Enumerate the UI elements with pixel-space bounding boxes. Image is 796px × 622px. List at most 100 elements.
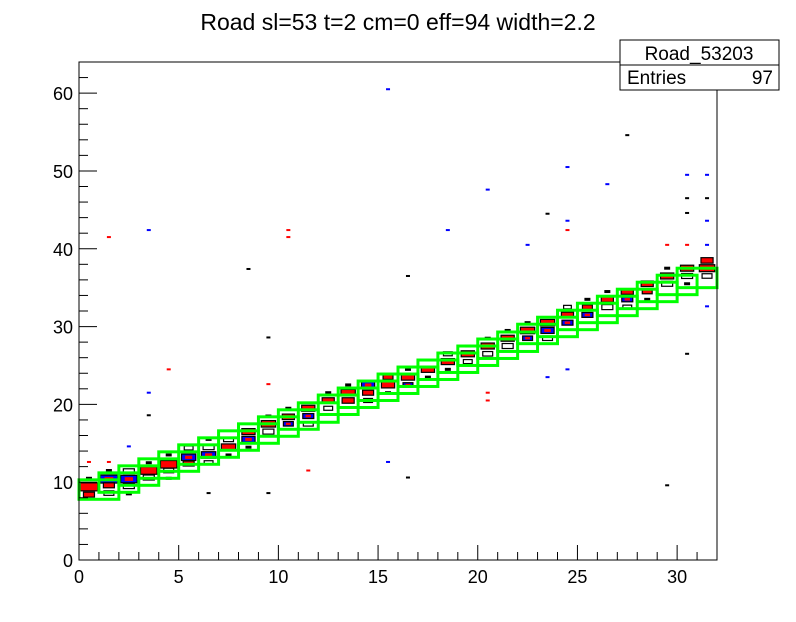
outlier-point (665, 243, 670, 246)
outlier-point (445, 229, 450, 232)
cell-inner-red (525, 337, 531, 340)
cell-dot (504, 328, 511, 332)
cell-open (701, 273, 713, 279)
cell-open (183, 445, 194, 451)
cell-dot (105, 469, 112, 473)
outlier-point (405, 274, 410, 277)
outlier-point (106, 236, 111, 239)
cell-dot (85, 476, 92, 480)
outlier-point (545, 212, 550, 215)
cell-inner-red (564, 321, 571, 324)
outlier-point (685, 243, 690, 246)
cell-red (82, 491, 96, 498)
stats-entries-label: Entries (627, 68, 686, 89)
x-tick-label: 5 (174, 567, 184, 587)
cell-red (700, 257, 714, 264)
outlier-point (685, 173, 690, 176)
outlier-point (665, 484, 670, 487)
y-tick-label: 0 (63, 551, 73, 571)
cell-open (462, 358, 473, 365)
outlier-point (685, 197, 690, 200)
cell-red (139, 466, 158, 475)
outlier-point (705, 305, 710, 308)
cell-inner-red (124, 477, 133, 481)
cell-inner-red (405, 383, 411, 387)
outlier-point (485, 188, 490, 191)
outlier-point (166, 368, 171, 371)
outlier-point (386, 460, 391, 463)
outlier-point (705, 243, 710, 246)
outlier-point (266, 383, 271, 386)
cell-red (159, 459, 178, 469)
x-tick-label: 30 (667, 567, 687, 587)
cell-dot (584, 297, 591, 301)
outlier-point (386, 88, 391, 91)
cell-inner-red (544, 328, 551, 332)
cell-dot (424, 375, 431, 379)
x-tick-label: 25 (567, 567, 587, 587)
cell-open (323, 405, 334, 411)
cell-dot (644, 297, 651, 301)
outlier-point (565, 219, 570, 222)
cell-open (563, 304, 572, 310)
outlier-point (705, 173, 710, 176)
cell-dot (524, 321, 531, 325)
cell-dot (604, 290, 611, 294)
cell-dot (245, 445, 252, 449)
outlier-point (485, 399, 490, 402)
outlier-point (705, 197, 710, 200)
outlier-point (565, 166, 570, 169)
cell-red (361, 389, 375, 396)
y-tick-label: 20 (53, 395, 73, 415)
outlier-point (146, 414, 151, 417)
cell-inner-red (584, 313, 591, 317)
outlier-point (565, 229, 570, 232)
cell-inner-red (205, 453, 213, 457)
y-tick-label: 50 (53, 162, 73, 182)
cell-dot (205, 437, 212, 441)
cell-red (539, 318, 556, 327)
cell-dot (664, 266, 671, 270)
outlier-point (565, 368, 570, 371)
outlier-point (146, 229, 151, 232)
cell-open (262, 428, 275, 435)
outlier-point (266, 336, 271, 339)
cell-red (341, 397, 355, 404)
cell-red (382, 374, 394, 380)
cell-red (79, 482, 99, 492)
outlier-point (206, 492, 211, 495)
x-tick-label: 10 (268, 567, 288, 587)
cell-inner-red (364, 383, 372, 387)
outlier-point (86, 460, 91, 463)
stats-box: Road_53203 Entries 97 (619, 39, 780, 91)
outlier-point (685, 211, 690, 214)
histogram-cells (79, 88, 716, 498)
cell-open (501, 342, 514, 350)
x-tick-label: 15 (368, 567, 388, 587)
y-tick-label: 10 (53, 473, 73, 493)
outlier-point (685, 352, 690, 355)
cell-dot (404, 367, 411, 371)
y-tick-label: 40 (53, 240, 73, 260)
stats-histogram-name: Road_53203 (645, 44, 754, 65)
outlier-point (545, 376, 550, 379)
outlier-point (605, 183, 610, 186)
plot-frame (78, 61, 718, 561)
outlier-point (286, 236, 291, 239)
cell-inner-red (305, 414, 312, 418)
outlier-point (126, 445, 131, 448)
outlier-point (306, 469, 311, 472)
outlier-point (485, 391, 490, 394)
x-tick-label: 20 (468, 567, 488, 587)
axes: 0 5 10 15 20 25 30 0 10 20 30 40 50 60 (53, 61, 718, 587)
cell-dot (444, 367, 451, 371)
cell-inner-red (285, 422, 291, 425)
cell-inner-red (185, 455, 193, 459)
outlier-point (146, 391, 151, 394)
outlier-point (286, 229, 291, 232)
outlier-point (106, 460, 111, 463)
outlier-point (525, 243, 530, 246)
cell-red (380, 381, 396, 389)
cell-dot (145, 461, 152, 465)
